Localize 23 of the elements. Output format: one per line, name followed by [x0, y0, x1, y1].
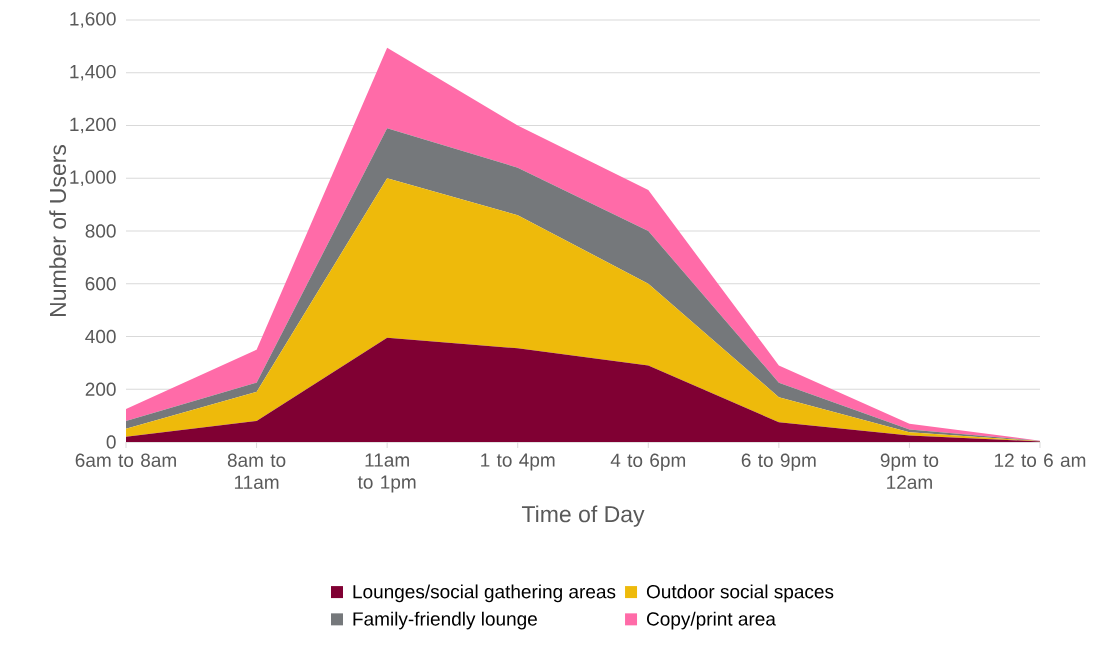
y-tick-label: 1,400 — [70, 64, 116, 81]
x-axis-title: Time of Day — [521, 505, 645, 527]
y-tick-label: 400 — [85, 329, 116, 344]
x-tick-label: 4 to 6pm — [610, 453, 686, 471]
y-tick-label: 600 — [85, 277, 116, 291]
x-tick-label: 11am to 1pm — [357, 453, 416, 493]
x-tick-label: 12 to 6 am — [994, 453, 1086, 467]
x-tick-label: 8am to 11am — [227, 453, 286, 489]
legend-label: Lounges/social gathering areas — [353, 584, 616, 603]
legend-label: Outdoor social spaces — [646, 584, 834, 603]
y-tick-label: 0 — [106, 435, 116, 449]
y-axis-title: Number of Users — [49, 144, 67, 317]
y-tick-label: 1,000 — [70, 170, 116, 187]
y-tick-label: 1,600 — [70, 12, 116, 28]
x-tick-label: 9pm to 12am — [880, 453, 939, 489]
x-tick-label: 1 to 4pm — [481, 453, 555, 471]
y-tick-label: 1,200 — [70, 117, 116, 134]
x-tick-label: 6 to 9pm — [741, 453, 816, 471]
legend-label: Family-friendly lounge — [353, 611, 537, 630]
x-tick-label: 6am to 8am — [75, 453, 176, 467]
y-tick-label: 200 — [85, 382, 116, 396]
legend-label: Copy/print area — [647, 611, 776, 630]
y-tick-label: 800 — [85, 224, 116, 238]
